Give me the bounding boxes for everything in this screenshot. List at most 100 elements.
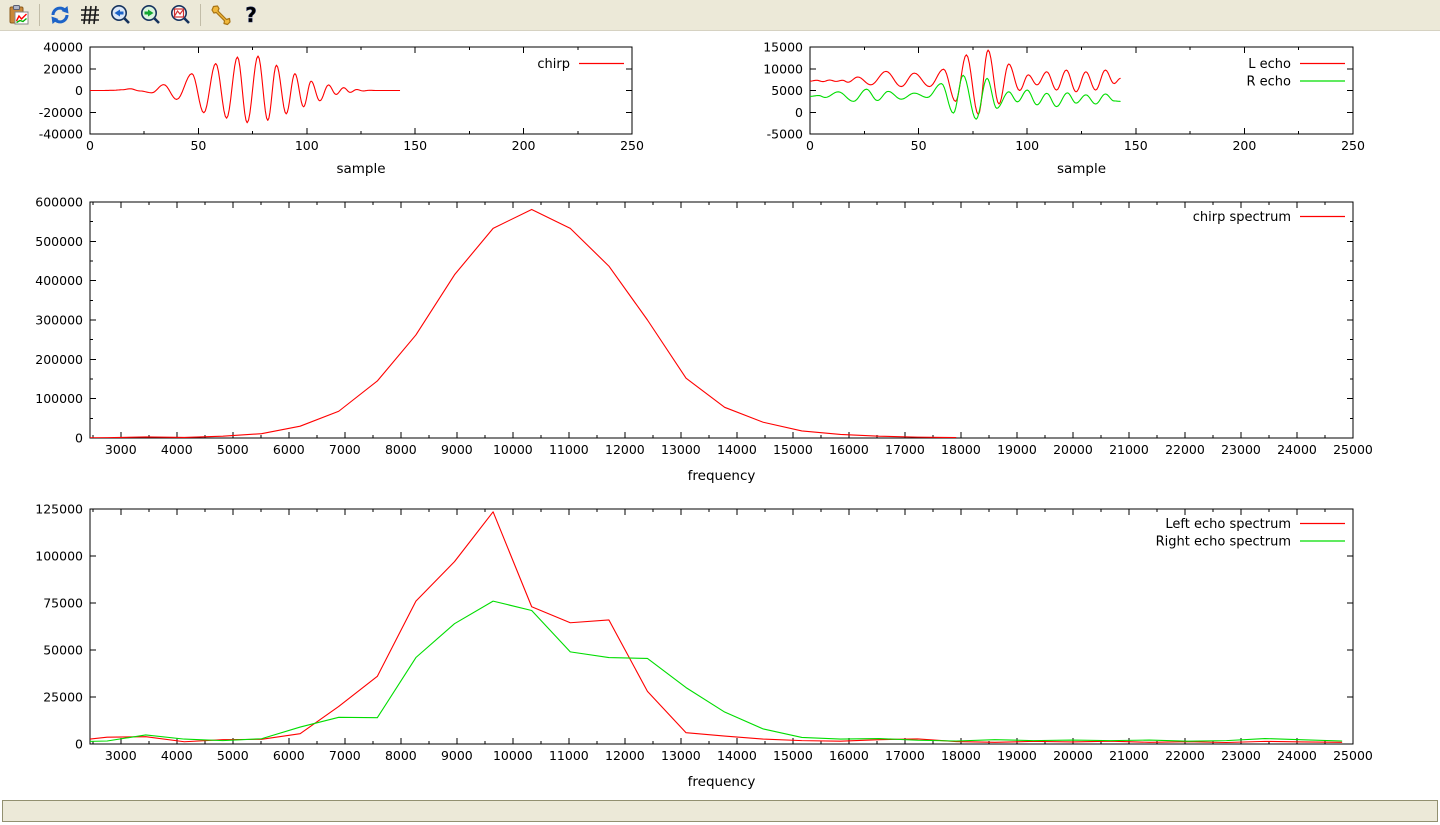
refresh-icon (51, 6, 69, 24)
x-tick-label: 8000 (385, 748, 417, 763)
replot-button[interactable] (47, 2, 73, 28)
x-tick-label: 24000 (1277, 748, 1317, 763)
x-tick-label: 100 (295, 138, 319, 153)
x-tick-label: 23000 (1221, 442, 1261, 457)
x-tick-label: 20000 (1053, 442, 1093, 457)
wrench-icon (211, 5, 231, 26)
y-tick-label: 75000 (43, 596, 83, 611)
toggle-grid-button[interactable] (77, 2, 103, 28)
multiplot-svg[interactable]: 0 50 100 150 200 250-40000-2000002000040000sa… (0, 31, 1440, 798)
x-tick-label: 24000 (1277, 442, 1317, 457)
svg-text:?: ? (245, 4, 257, 26)
x-tick-label: 3000 (105, 442, 137, 457)
y-tick-label: 100000 (35, 549, 83, 564)
x-tick-label: 9000 (441, 442, 473, 457)
x-tick-label: 0 (806, 138, 814, 153)
help-button[interactable]: ? (238, 2, 264, 28)
x-tick-label: 16000 (829, 748, 869, 763)
y-tick-label: 5000 (771, 83, 803, 98)
x-tick-label: 14000 (717, 442, 757, 457)
legend-label: R echo (1246, 75, 1291, 90)
y-tick-label: 200000 (35, 352, 83, 367)
y-tick-label: -5000 (767, 127, 803, 142)
x-tick-label: 9000 (441, 748, 473, 763)
chirp-time-xlabel: sample (336, 161, 385, 177)
magnifier-right-arrow-icon (141, 5, 160, 24)
echo-time-xlabel: sample (1057, 161, 1106, 177)
series-chirp (90, 55, 401, 124)
x-tick-label: 250 (1341, 138, 1365, 153)
x-tick-label: 15000 (773, 442, 813, 457)
toolbar-separator (200, 4, 201, 26)
legend-label: chirp spectrum (1193, 210, 1291, 225)
y-tick-label: 600000 (35, 195, 83, 210)
x-tick-label: 200 (1232, 138, 1256, 153)
y-tick-label: 40000 (43, 40, 83, 55)
y-tick-label: 100000 (35, 391, 83, 406)
x-tick-label: 20000 (1053, 748, 1093, 763)
status-bar (2, 800, 1438, 822)
x-tick-label: 18000 (941, 748, 981, 763)
question-mark-icon: ? (245, 4, 257, 26)
x-tick-label: 5000 (217, 442, 249, 457)
x-tick-label: 12000 (605, 748, 645, 763)
zoom-next-button[interactable] (137, 2, 163, 28)
x-tick-label: 7000 (329, 748, 361, 763)
x-tick-label: 6000 (273, 442, 305, 457)
x-tick-label: 5000 (217, 748, 249, 763)
x-tick-label: 23000 (1221, 748, 1261, 763)
series-r-echo (810, 74, 1121, 120)
x-tick-label: 19000 (997, 748, 1037, 763)
clipboard-chart-icon (9, 5, 29, 25)
x-tick-label: 21000 (1109, 748, 1149, 763)
y-tick-label: 400000 (35, 273, 83, 288)
legend-label: L echo (1248, 57, 1291, 72)
x-tick-label: 7000 (329, 442, 361, 457)
y-tick-label: 10000 (763, 61, 803, 76)
toolbar: ? (0, 0, 1440, 31)
x-tick-label: 8000 (385, 442, 417, 457)
x-tick-label: 19000 (997, 442, 1037, 457)
y-tick-label: 300000 (35, 313, 83, 328)
y-tick-label: 0 (75, 83, 83, 98)
y-tick-label: 25000 (43, 690, 83, 705)
copy-to-clipboard-button[interactable] (6, 2, 32, 28)
legend-label: chirp (537, 57, 570, 72)
x-tick-label: 100 (1015, 138, 1039, 153)
echo-spectrum-border (89, 508, 1354, 745)
x-tick-label: 18000 (941, 442, 981, 457)
toolbar-separator (39, 4, 40, 26)
series-l-echo (810, 49, 1121, 115)
x-tick-label: 21000 (1109, 442, 1149, 457)
x-tick-label: 17000 (885, 442, 925, 457)
x-tick-label: 22000 (1165, 442, 1205, 457)
x-tick-label: 14000 (717, 748, 757, 763)
x-tick-label: 11000 (549, 442, 589, 457)
echo-spectrum-xlabel: frequency (688, 774, 756, 790)
plot-canvas-area[interactable]: 0 50 100 150 200 250 -40000 -20000 0 20000 40000 sa… (0, 31, 1440, 798)
x-tick-label: 150 (1124, 138, 1148, 153)
x-tick-label: 13000 (661, 748, 701, 763)
x-tick-label: 10000 (493, 748, 533, 763)
x-tick-label: 3000 (105, 748, 137, 763)
x-tick-label: 0 (86, 138, 94, 153)
x-tick-label: 250 (620, 138, 644, 153)
y-tick-label: 15000 (763, 40, 803, 55)
x-tick-label: 6000 (273, 748, 305, 763)
x-tick-label: 11000 (549, 748, 589, 763)
series-chirp-spectrum (90, 208, 957, 438)
y-tick-label: -20000 (39, 105, 83, 120)
y-tick-label: 0 (75, 737, 83, 752)
zoom-previous-button[interactable] (107, 2, 133, 28)
y-tick-label: 0 (75, 431, 83, 446)
x-tick-label: 25000 (1333, 748, 1373, 763)
x-tick-label: 12000 (605, 442, 645, 457)
x-tick-label: 4000 (161, 442, 193, 457)
autoscale-button[interactable] (167, 2, 193, 28)
configure-button[interactable] (208, 2, 234, 28)
x-tick-label: 25000 (1333, 442, 1373, 457)
magnifier-left-arrow-icon (111, 5, 130, 24)
series-right-echo-spectrum (90, 600, 1343, 742)
y-tick-label: 500000 (35, 234, 83, 249)
y-tick-label: 0 (795, 105, 803, 120)
